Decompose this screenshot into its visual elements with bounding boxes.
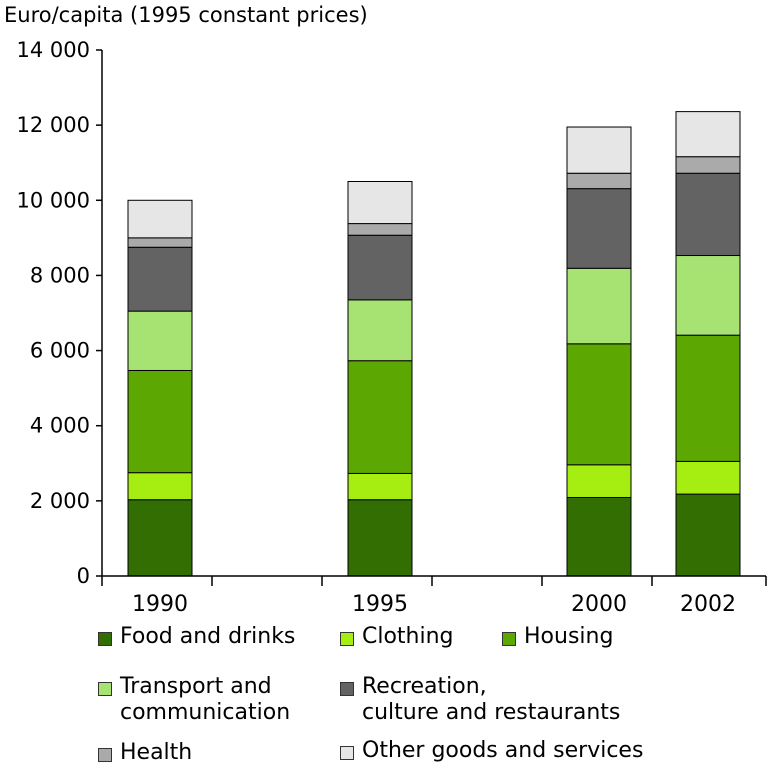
legend-item: Recreation, culture and restaurants — [340, 674, 620, 726]
bar-2000-seg-6 — [566, 126, 632, 174]
legend-swatch — [502, 632, 516, 646]
bar-2002-seg-5 — [675, 156, 741, 174]
y-tick-label: 2 000 — [30, 489, 90, 513]
bar-2000-seg-2 — [566, 343, 632, 466]
axes-group: 0 2 000 4 000 6 000 8 000 10 000 12 000 14 000 1… — [17, 38, 767, 616]
legend-label: Clothing — [362, 624, 454, 649]
bar-1995-seg-6 — [347, 181, 413, 225]
legend-label: Health — [120, 740, 193, 765]
bar-2002-seg-2 — [675, 334, 741, 462]
bar-1990-seg-1 — [127, 472, 193, 501]
x-tick-label: 2000 — [571, 592, 627, 616]
y-tick-label: 8 000 — [30, 263, 90, 287]
bar-1990-seg-5 — [127, 237, 193, 248]
legend-swatch — [340, 746, 354, 760]
legend-item: Transport and communication — [98, 674, 290, 726]
legend-swatch — [98, 748, 112, 762]
bar-2000-seg-1 — [566, 464, 632, 498]
y-tick-label: 12 000 — [17, 113, 90, 137]
x-tick-label: 2002 — [680, 592, 736, 616]
bar-2002-seg-6 — [675, 111, 741, 158]
bars-group — [127, 111, 741, 577]
bar-2000-seg-3 — [566, 267, 632, 345]
x-tick-label: 1990 — [132, 592, 188, 616]
bar-2000-seg-0 — [566, 496, 632, 577]
y-axis-label: Euro/capita (1995 constant prices) — [4, 3, 368, 27]
legend-item: Health — [98, 740, 192, 766]
y-tick-label: 4 000 — [30, 414, 90, 438]
bar-1990-seg-6 — [127, 199, 193, 239]
bar-1995-seg-4 — [347, 234, 413, 301]
legend-label: Transport and communication — [120, 674, 291, 725]
legend-label: Recreation, culture and restaurants — [362, 674, 621, 725]
bar-1990-seg-4 — [127, 246, 193, 312]
bar-2002-seg-0 — [675, 493, 741, 577]
bar-1995-seg-2 — [347, 360, 413, 474]
legend-label: Housing — [524, 624, 614, 649]
stacked-bar-chart: Euro/capita (1995 constant prices) 0 2 00… — [4, 3, 767, 616]
bar-1995-seg-1 — [347, 472, 413, 501]
bar-1995-seg-5 — [347, 223, 413, 236]
legend-swatch — [340, 632, 354, 646]
bar-2002-seg-1 — [675, 460, 741, 495]
y-tick-label: 14 000 — [17, 38, 90, 62]
legend-swatch — [340, 682, 354, 696]
legend: Food and drinks Clothing Housing Transport … — [0, 616, 768, 766]
legend-item: Food and drinks — [98, 624, 295, 650]
bar-1990-seg-3 — [127, 310, 193, 371]
bar-2000-seg-4 — [566, 188, 632, 269]
bar-1990-seg-0 — [127, 499, 193, 577]
bar-2002-seg-3 — [675, 255, 741, 336]
y-tick-label: 0 — [77, 564, 90, 588]
legend-item: Housing — [502, 624, 613, 650]
legend-label: Other goods and services — [362, 738, 644, 763]
y-tick-label: 6 000 — [30, 339, 90, 363]
bar-2002-seg-4 — [675, 172, 741, 257]
legend-swatch — [98, 632, 112, 646]
bar-1995-seg-3 — [347, 299, 413, 362]
legend-swatch — [98, 682, 112, 696]
legend-item: Clothing — [340, 624, 454, 650]
bar-1995-seg-0 — [347, 499, 413, 577]
legend-item: Other goods and services — [340, 738, 643, 764]
bar-1990-seg-2 — [127, 369, 193, 474]
y-tick-label: 10 000 — [17, 188, 90, 212]
bar-2000-seg-5 — [566, 172, 632, 190]
x-tick-label: 1995 — [352, 592, 408, 616]
legend-label: Food and drinks — [120, 624, 296, 649]
